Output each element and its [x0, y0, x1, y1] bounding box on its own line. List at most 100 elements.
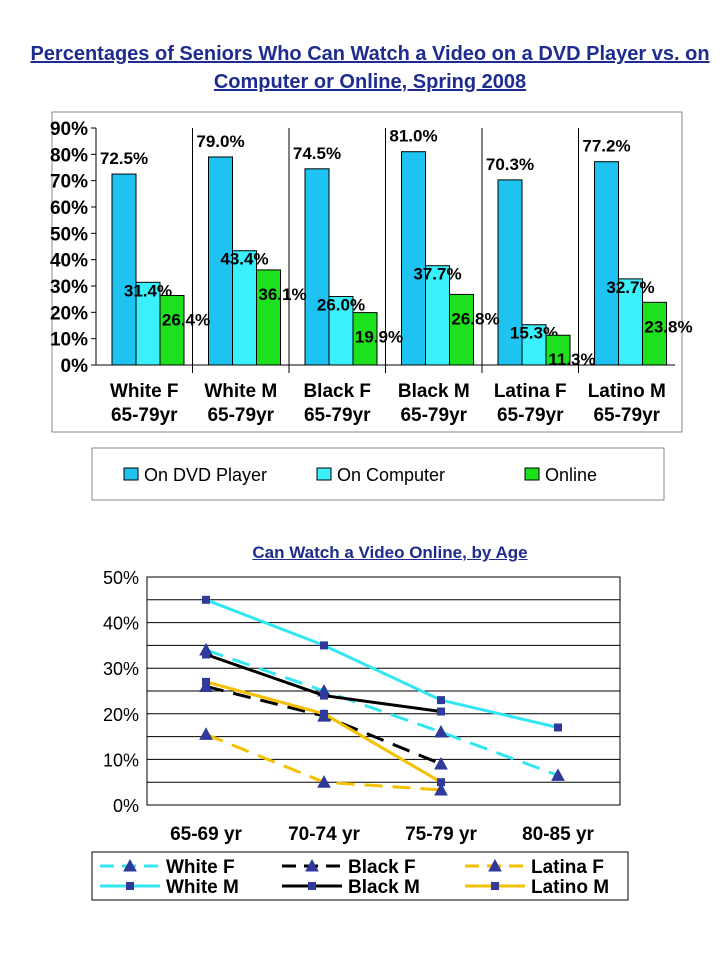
line-point-square: [437, 696, 445, 705]
bar-data-label: 32.7%: [606, 278, 654, 297]
bar-data-label: 79.0%: [196, 132, 244, 151]
bar: [232, 250, 257, 366]
bar-category-label: White F: [110, 381, 179, 402]
bar-y-tick-label: 70%: [50, 172, 88, 193]
line-x-tick-label: 65-69 yr: [170, 824, 242, 845]
line-point-square: [491, 882, 499, 890]
line-chart-title: Can Watch a Video Online, by Age: [252, 543, 528, 562]
bar-data-label: 43.4%: [220, 250, 268, 269]
bar-data-label: 26.0%: [317, 296, 365, 315]
line-x-tick-label: 80-85 yr: [522, 824, 594, 845]
bar: [497, 179, 523, 366]
bar-y-tick-label: 50%: [50, 224, 88, 245]
bar-chart-title: Percentages of Seniors Who Can Watch a V…: [30, 43, 710, 93]
bar: [159, 294, 185, 366]
line-point-square: [202, 677, 210, 686]
line-point-triangle: [434, 782, 448, 796]
bar-y-tick-label: 30%: [50, 277, 88, 298]
bar-category-label: White M: [204, 381, 277, 402]
line-y-tick-label: 50%: [103, 568, 139, 588]
bar-category-label: Latino M: [588, 381, 666, 402]
line-legend-label: Black M: [348, 877, 420, 898]
bar-y-tick-label: 40%: [50, 251, 88, 272]
line-point-triangle: [317, 775, 331, 788]
line-y-tick-label: 40%: [103, 614, 139, 634]
bar-data-label: 77.2%: [582, 137, 630, 156]
line-series: [205, 648, 559, 777]
line-point-square: [320, 641, 328, 650]
bar-category-label: Black M: [398, 381, 470, 402]
bar-category-label: 65-79yr: [593, 405, 660, 426]
bar-legend-label: On Computer: [337, 465, 445, 485]
bar-legend: [91, 447, 665, 501]
bar-legend-swatch: [316, 467, 332, 481]
bar: [111, 173, 137, 366]
bar-data-label: 19.9%: [355, 328, 403, 347]
bar-data-label: 26.4%: [162, 310, 210, 329]
line-legend-label: Latino M: [531, 877, 609, 898]
line-legend-label: Latina F: [531, 857, 604, 878]
bar: [642, 301, 667, 366]
line-point-triangle: [551, 768, 565, 781]
line-x-tick-label: 75-79 yr: [405, 824, 477, 845]
bar-category-label: 65-79yr: [111, 405, 178, 426]
line-point-square: [437, 707, 445, 716]
line-point-triangle: [199, 679, 213, 692]
bar-data-label: 72.5%: [100, 149, 148, 168]
bar-legend-label: Online: [545, 465, 597, 485]
bar-category-label: Latina F: [494, 381, 567, 402]
bar-data-label: 70.3%: [486, 155, 534, 174]
bar-data-label: 37.7%: [413, 265, 461, 284]
bar-legend-swatch: [524, 467, 540, 481]
bar-category-label: Black F: [303, 381, 371, 402]
line-point-square: [308, 882, 316, 890]
bar: [304, 168, 330, 366]
bar: [449, 293, 474, 366]
line-point-square: [202, 650, 210, 659]
bar-y-tick-label: 80%: [50, 145, 88, 166]
bar-data-label: 26.8%: [451, 309, 499, 328]
line-point-triangle: [488, 858, 502, 872]
line-y-tick-label: 30%: [103, 659, 139, 679]
bar-category-label: 65-79yr: [207, 405, 274, 426]
line-point-square: [126, 882, 134, 890]
bar-legend-swatch: [123, 467, 139, 481]
bar-category-label: 65-79yr: [497, 405, 564, 426]
bar-data-label: 23.8%: [644, 317, 692, 336]
line-point-square: [320, 691, 328, 700]
bar: [208, 156, 233, 366]
bar: [521, 324, 547, 366]
bar-category-label: 65-79yr: [304, 405, 371, 426]
line-legend-label: White M: [166, 877, 239, 898]
bar-data-label: 74.5%: [293, 144, 341, 163]
bar: [618, 278, 643, 366]
line-point-triangle: [123, 858, 137, 872]
bar-data-label: 36.1%: [258, 285, 306, 304]
bar-y-tick-label: 0%: [61, 356, 89, 377]
bar-y-tick-label: 20%: [50, 303, 88, 324]
line-legend: [91, 851, 629, 901]
bar: [594, 161, 619, 366]
line-point-square: [202, 595, 210, 604]
bar-y-tick-label: 90%: [50, 119, 88, 140]
bar: [401, 151, 426, 366]
bar-chart-frame: [51, 111, 683, 433]
line-point-triangle: [434, 724, 448, 738]
line-point-square: [437, 778, 445, 787]
bar: [425, 265, 450, 366]
bar-y-tick-label: 10%: [50, 330, 88, 351]
line-point-square: [554, 723, 562, 732]
line-point-triangle: [305, 858, 319, 872]
line-point-triangle: [434, 756, 448, 770]
bar: [256, 269, 281, 366]
line-point-square: [320, 709, 328, 718]
bar: [352, 312, 378, 366]
bar-data-label: 81.0%: [389, 127, 437, 146]
bar-y-tick-label: 60%: [50, 198, 88, 219]
line-legend-label: Black F: [348, 857, 416, 878]
line-point-triangle: [199, 727, 213, 740]
line-y-tick-label: 20%: [103, 705, 139, 725]
line-y-tick-label: 0%: [113, 796, 139, 816]
bar-data-label: 11.3%: [548, 350, 595, 369]
